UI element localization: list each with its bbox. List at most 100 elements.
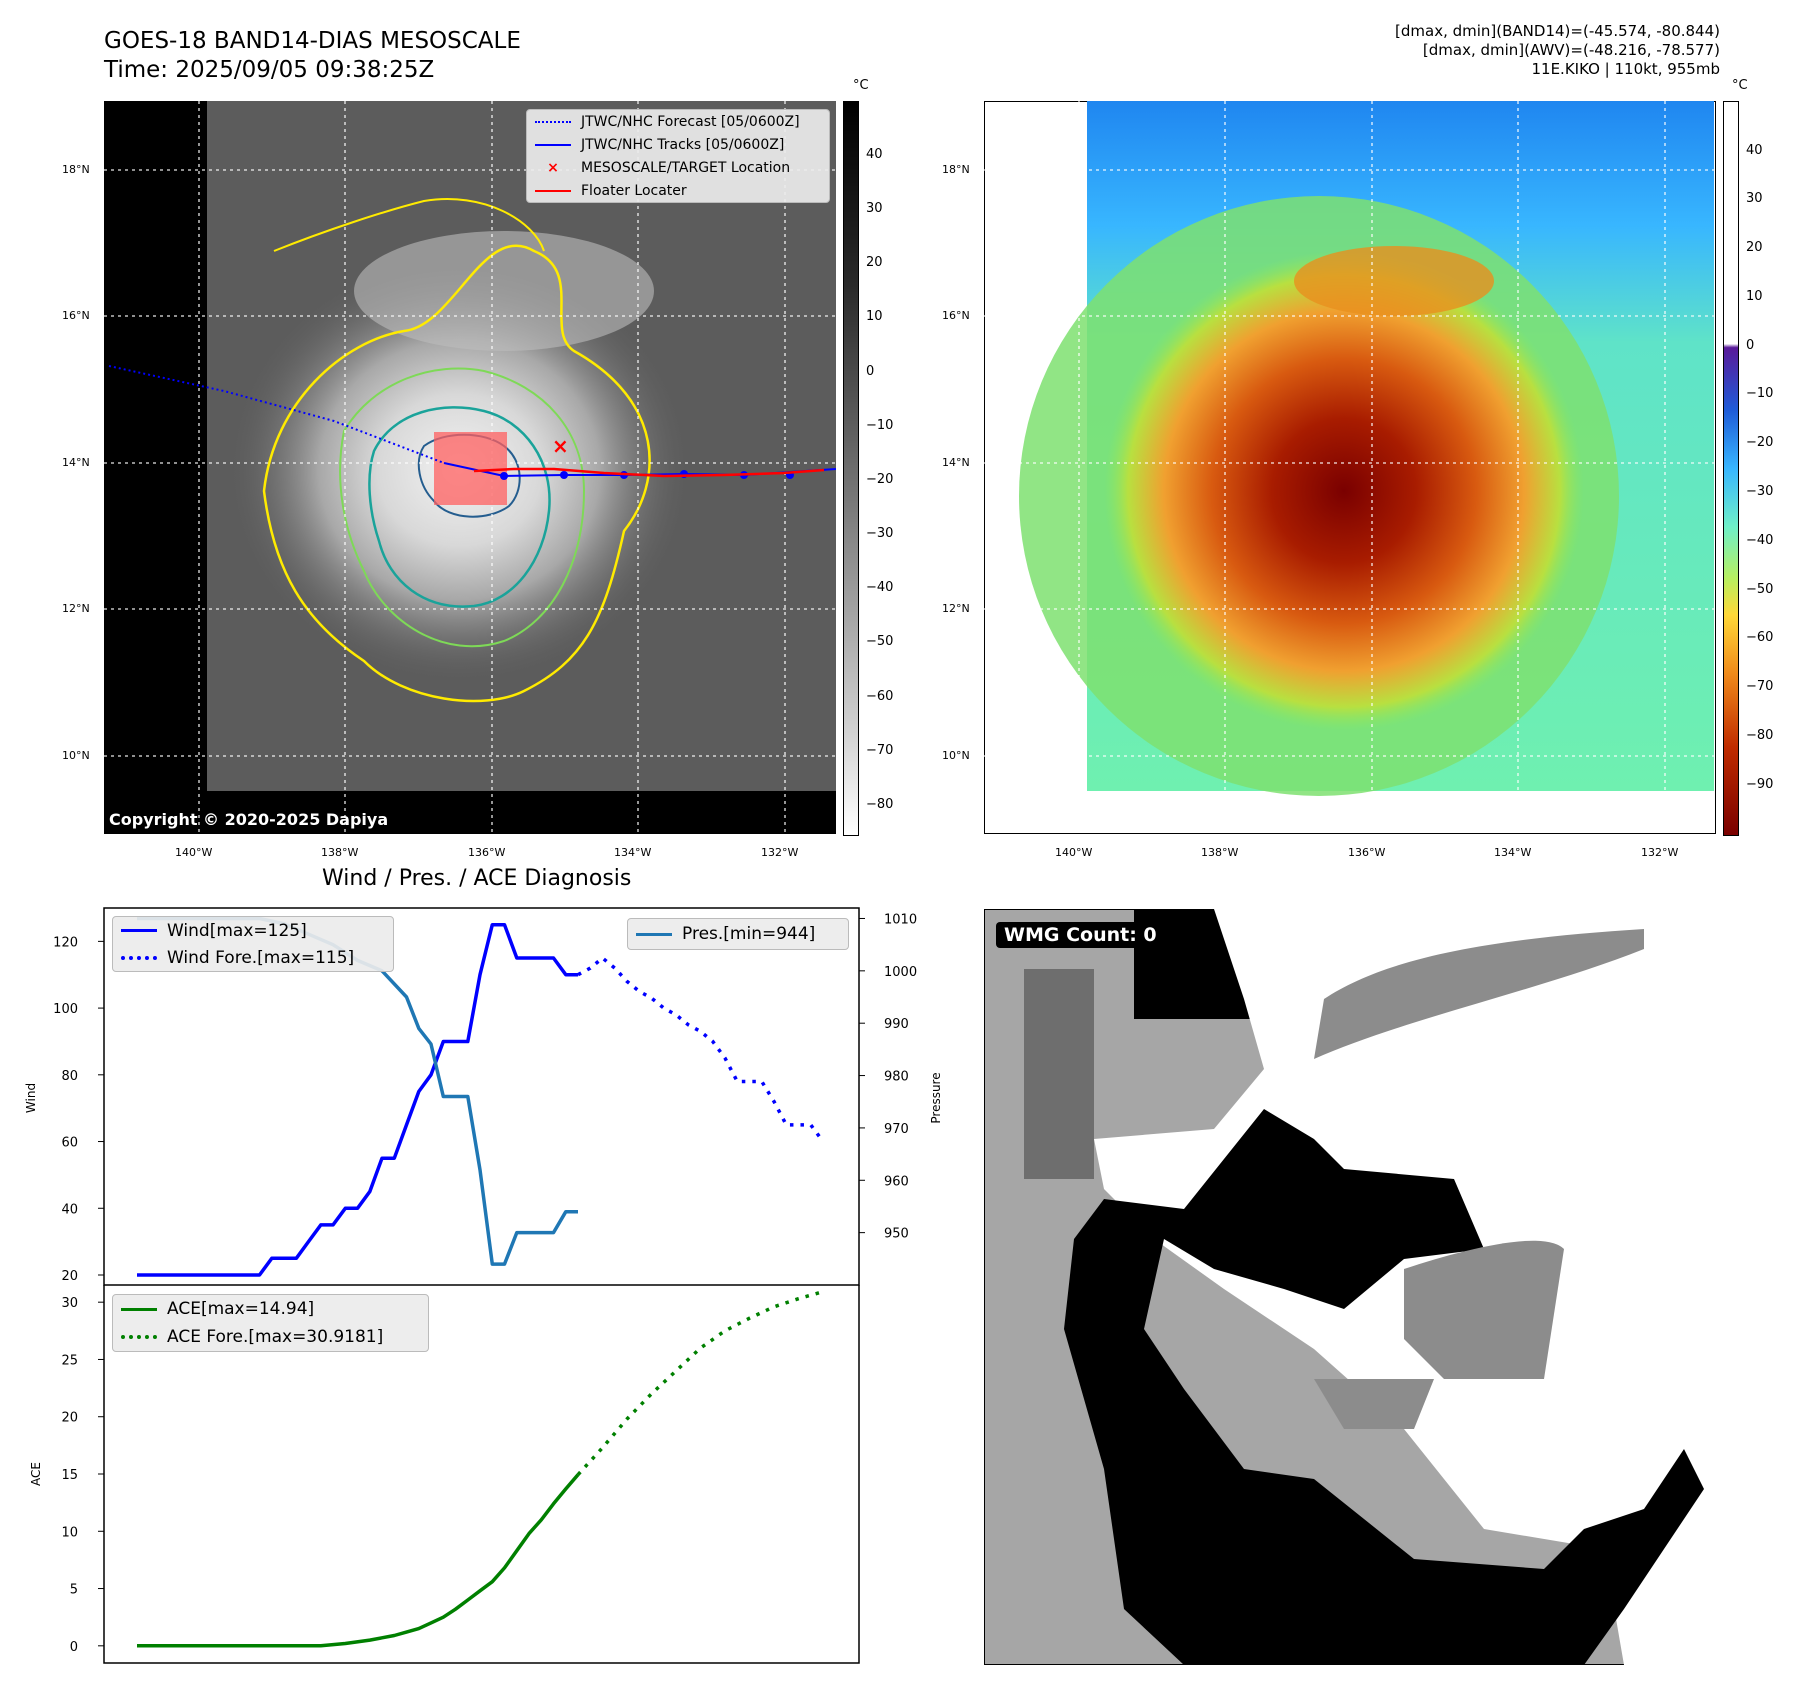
wmg-count-label: WMG Count: 0 [996, 922, 1165, 948]
awv-map-panel [984, 101, 1716, 834]
wind-tick-label: 20 [61, 1269, 78, 1284]
ir-colorbar-tick: 20 [866, 255, 883, 270]
ir-lat-label: 18°N [62, 163, 90, 176]
awv-lat-label: 10°N [942, 749, 970, 762]
ace-tick-label: 15 [61, 1468, 78, 1483]
awv-colorbar-unit: °C [1732, 78, 1748, 93]
ir-colorbar-tick: 30 [866, 201, 883, 216]
awv-colorbar-tick: −80 [1746, 728, 1774, 743]
ir-colorbar-tick: −80 [866, 797, 894, 812]
awv-colorbar-tick: 0 [1746, 338, 1755, 353]
legend-item-tracks: JTWC/NHC Tracks [05/0600Z] [527, 133, 829, 156]
ace-tick-label: 10 [61, 1525, 78, 1540]
awv-lat-label: 16°N [942, 309, 970, 322]
ace-legend: ACE[max=14.94] ACE Fore.[max=30.9181] [112, 1294, 429, 1352]
ir-colorbar-tick: 40 [866, 147, 883, 162]
awv-colorbar-tick: −70 [1746, 679, 1774, 694]
wind-legend: Wind[max=125] Wind Fore.[max=115] [112, 916, 394, 972]
wind-tick-label: 120 [53, 935, 78, 950]
awv-colorbar-tick: −20 [1746, 435, 1774, 450]
wind-tick-label: 60 [61, 1136, 78, 1151]
awv-outer-band [1294, 246, 1494, 316]
figure-title: GOES-18 BAND14-DIAS MESOSCALE Time: 2025… [104, 27, 521, 85]
wmg-panel [984, 909, 1740, 1665]
ir-lat-label: 12°N [62, 602, 90, 615]
stats-line-1: [dmax, dmin](BAND14)=(-45.574, -80.844) [1395, 22, 1720, 40]
wind-y-axis: 20 40 60 80 100 120 [53, 935, 104, 1284]
legend-item-target: × MESOSCALE/TARGET Location [547, 159, 791, 176]
awv-lon-label: 136°W [1348, 846, 1386, 859]
awv-lat-label: 14°N [942, 456, 970, 469]
ir-legend: JTWC/NHC Forecast [05/0600Z] JTWC/NHC Tr… [526, 109, 830, 203]
ir-colorbar-tick: −50 [866, 634, 894, 649]
copyright-text: Copyright © 2020-2025 Dapiya [109, 810, 389, 829]
awv-lat-label: 18°N [942, 163, 970, 176]
pressure-y-axis: 950 960 970 980 990 1000 1010 [859, 912, 917, 1242]
pressure-tick-label: 970 [884, 1122, 909, 1137]
ace-tick-label: 30 [61, 1296, 78, 1311]
awv-gridlines [984, 101, 1716, 834]
legend-item-wind-forecast: Wind Fore.[max=115] [113, 944, 393, 971]
ir-lon-label: 138°W [321, 846, 359, 859]
stats-line-2: [dmax, dmin](AWV)=(-48.216, -78.577) [1422, 41, 1720, 59]
ir-colorbar [843, 101, 859, 836]
ir-contour-yellow-north [273, 198, 545, 252]
wmg-black-band [1064, 1109, 1704, 1665]
wmg-gray-band-east [1404, 1240, 1564, 1379]
awv-lon-label: 138°W [1201, 846, 1239, 859]
awv-colorbar-tick: 40 [1746, 143, 1763, 158]
ir-lat-label: 10°N [62, 749, 90, 762]
ace-tick-label: 5 [70, 1583, 78, 1598]
series-line-ace [137, 1473, 580, 1648]
ace-axis-label: ACE [29, 1462, 43, 1486]
ace-tick-label: 20 [61, 1411, 78, 1426]
wind-axis-label: Wind [24, 1083, 38, 1113]
target-marker: × [552, 434, 569, 458]
forecast-track [108, 365, 445, 464]
awv-colorbar-tick: −60 [1746, 630, 1774, 645]
ir-lat-label: 16°N [62, 309, 90, 322]
ir-colorbar-tick: −40 [866, 580, 894, 595]
ir-lon-label: 134°W [614, 846, 652, 859]
wmg-gray-band-south [1314, 1379, 1434, 1429]
awv-colorbar [1723, 101, 1739, 836]
wind-tick-label: 40 [61, 1202, 78, 1217]
ir-colorbar-tick: −20 [866, 472, 894, 487]
pressure-tick-label: 990 [884, 1017, 909, 1032]
ir-colorbar-unit: °C [853, 78, 869, 93]
awv-colorbar-tick: 10 [1746, 289, 1763, 304]
ir-colorbar-tick: 10 [866, 309, 883, 324]
series-line-wind [137, 922, 578, 1277]
ir-lat-label: 14°N [62, 456, 90, 469]
wind-tick-label: 100 [53, 1002, 78, 1017]
pressure-tick-label: 1000 [884, 965, 917, 980]
pressure-tick-label: 960 [884, 1174, 909, 1189]
ace-tick-label: 0 [70, 1640, 78, 1655]
ir-colorbar-tick: −60 [866, 689, 894, 704]
legend-item-floater: Floater Locater [527, 179, 829, 202]
title-line-1: GOES-18 BAND14-DIAS MESOSCALE [104, 28, 521, 54]
legend-item-ace-forecast: ACE Fore.[max=30.9181] [113, 1323, 428, 1351]
legend-item-wind: Wind[max=125] [113, 917, 393, 944]
awv-lon-label: 132°W [1641, 846, 1679, 859]
ir-lon-label: 136°W [468, 846, 506, 859]
floater-locater-line [473, 467, 825, 478]
ir-colorbar-tick: 0 [866, 364, 875, 379]
awv-colorbar-tick: −90 [1746, 777, 1774, 792]
wmg-gray-band-north [1314, 929, 1644, 1059]
stats-line-3: 11E.KIKO | 110kt, 955mb [1531, 60, 1720, 78]
stats-header: [dmax, dmin](BAND14)=(-45.574, -80.844) … [1395, 22, 1720, 79]
ir-lon-label: 140°W [175, 846, 213, 859]
legend-item-pressure: Pres.[min=944] [628, 919, 848, 949]
ir-colorbar-tick: −70 [866, 743, 894, 758]
ir-gridlines [104, 101, 836, 834]
awv-colorbar-tick: 30 [1746, 191, 1763, 206]
legend-item-forecast: JTWC/NHC Forecast [05/0600Z] [527, 110, 829, 133]
ir-colorbar-tick: −30 [866, 526, 894, 541]
ir-contour-yellow [262, 244, 651, 703]
ir-lon-label: 132°W [761, 846, 799, 859]
pressure-tick-label: 1010 [884, 912, 917, 927]
wind-tick-label: 80 [61, 1069, 78, 1084]
awv-lon-label: 134°W [1494, 846, 1532, 859]
ace-series-group [137, 1290, 824, 1648]
